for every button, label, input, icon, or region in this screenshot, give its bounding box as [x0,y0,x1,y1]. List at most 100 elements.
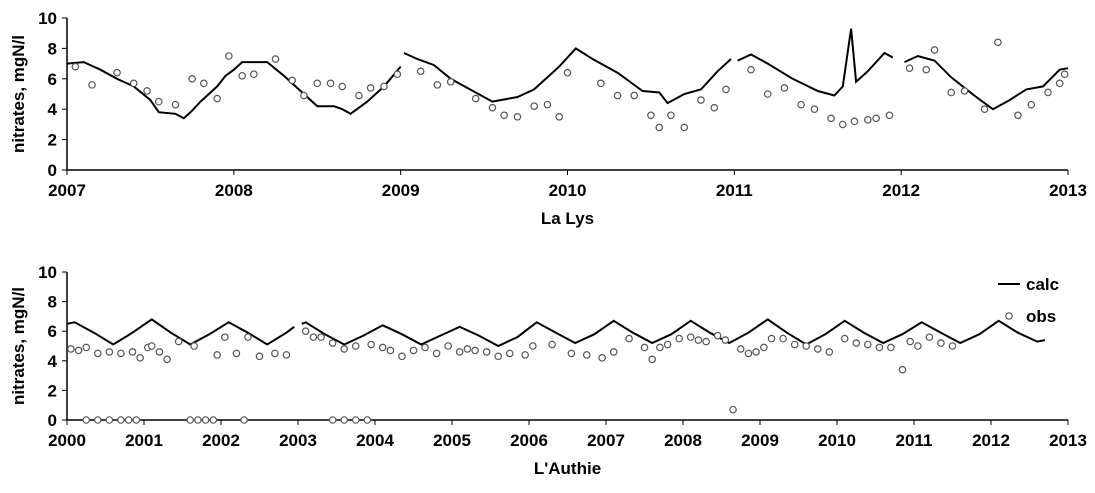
obs-point [328,339,337,347]
obs-point [82,343,91,352]
obs-point [697,96,705,104]
y-axis-label: nitrates, mgN/l [9,287,28,405]
obs-point [338,82,347,91]
obs-point [885,111,894,120]
obs-point [340,345,349,353]
obs-point [124,416,133,424]
obs-point [613,91,622,100]
obs-point [925,333,934,341]
obs-point [521,351,529,359]
obs-point [432,349,441,358]
obs-point [128,348,137,356]
obs-point [190,342,198,350]
obs-point [194,416,202,424]
obs-point [143,87,151,95]
obs-point [752,348,760,356]
obs-point [433,81,442,89]
obs-point [680,123,689,132]
x-tick-label: 2001 [125,431,163,450]
obs-point [779,334,787,343]
obs-point [74,346,83,355]
obs-point [363,416,372,424]
y-axis-label: nitrates, mgN/l [9,35,28,153]
obs-point [213,94,221,103]
obs-point [563,68,572,77]
legend-label: obs [1026,307,1056,326]
obs-point [117,349,125,358]
obs-point [200,79,208,88]
x-tick-label: 2012 [882,181,920,200]
obs-point [543,100,552,109]
obs-point [105,348,114,356]
obs-point [548,340,556,349]
obs-point [722,85,730,94]
x-tick-label: 2000 [48,431,86,450]
x-tick-label: 2004 [356,431,394,450]
obs-point [378,343,387,352]
legend-label: calc [1026,275,1059,294]
obs-point [488,103,497,112]
obs-point [238,71,246,80]
x-tick-label: 2006 [510,431,548,450]
y-tick-label: 8 [48,293,57,312]
obs-point [875,343,884,352]
obs-point [530,102,538,110]
obs-point [105,416,114,424]
legend-marker [1005,312,1013,320]
obs-point [686,333,695,341]
obs-point [221,333,229,341]
obs-point [326,79,335,88]
obs-point [567,349,576,358]
y-tick-label: 6 [48,70,57,89]
obs-point [446,78,455,86]
obs-point [852,339,861,347]
obs-point [863,340,872,349]
obs-point [922,65,930,74]
obs-point [136,354,144,362]
y-tick-label: 10 [38,9,57,28]
obs-point [174,337,183,346]
calc-line [66,28,1069,120]
obs-point [529,342,537,350]
obs-point [301,327,310,336]
obs-point [840,334,849,343]
x-tick-label: 2009 [382,181,420,200]
obs-point [386,346,395,355]
obs-point [271,55,280,63]
obs-point [163,355,171,364]
obs-point [455,348,464,356]
obs-point [667,111,675,120]
obs-point [760,343,768,352]
y-tick-label: 2 [48,131,57,150]
obs-point [663,340,672,349]
obs-point [898,365,907,374]
calc-line [66,318,1046,348]
obs-point [721,336,730,344]
obs-point [463,345,472,353]
obs-point [201,416,210,424]
y-tick-label: 8 [48,39,57,58]
obs-point [980,105,989,114]
obs-point [250,70,258,79]
x-tick-label: 2005 [433,431,471,450]
obs-point [930,46,939,54]
obs-point [513,113,522,121]
obs-point [694,336,703,344]
obs-point [71,62,80,71]
obs-point [209,416,218,424]
obs-point [1060,70,1069,79]
obs-point [355,91,363,100]
obs-point [597,79,605,88]
obs-point [729,405,737,414]
obs-point [82,416,91,424]
obs-point [582,351,591,359]
obs-point [213,351,221,359]
x-tick-label: 2007 [48,181,86,200]
y-tick-label: 4 [48,352,58,371]
obs-point [94,349,102,358]
obs-point [850,117,859,126]
obs-point [340,416,349,424]
obs-point [838,120,847,129]
obs-point [409,346,418,355]
obs-point [767,334,776,343]
